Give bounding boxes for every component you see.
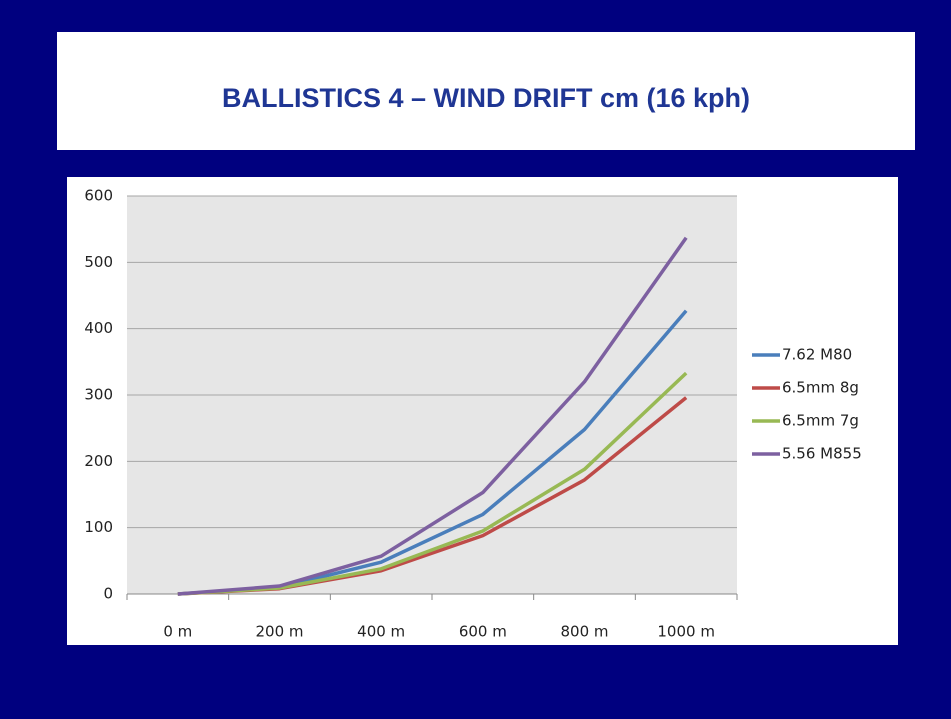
title-box xyxy=(57,32,915,150)
y-tick-label: 600 xyxy=(84,187,113,205)
legend-label: 6.5mm 7g xyxy=(782,412,859,430)
legend-label: 6.5mm 8g xyxy=(782,379,859,397)
y-tick-label: 0 xyxy=(103,585,113,603)
x-tick-label: 400 m xyxy=(357,623,405,641)
y-tick-label: 500 xyxy=(84,253,113,271)
y-tick-label: 400 xyxy=(84,319,113,337)
x-tick-label: 800 m xyxy=(560,623,608,641)
legend-label: 7.62 M80 xyxy=(782,346,852,364)
x-tick-label: 600 m xyxy=(459,623,507,641)
chart-title: BALLISTICS 4 – WIND DRIFT cm (16 kph) xyxy=(222,83,750,113)
y-tick-label: 200 xyxy=(84,452,113,470)
x-tick-label: 0 m xyxy=(163,623,192,641)
legend-label: 5.56 M855 xyxy=(782,445,862,463)
series-line xyxy=(177,236,688,596)
x-tick-label: 200 m xyxy=(255,623,303,641)
x-tick-label: 1000 m xyxy=(657,623,715,641)
y-tick-label: 100 xyxy=(84,518,113,536)
y-tick-label: 300 xyxy=(84,386,113,404)
